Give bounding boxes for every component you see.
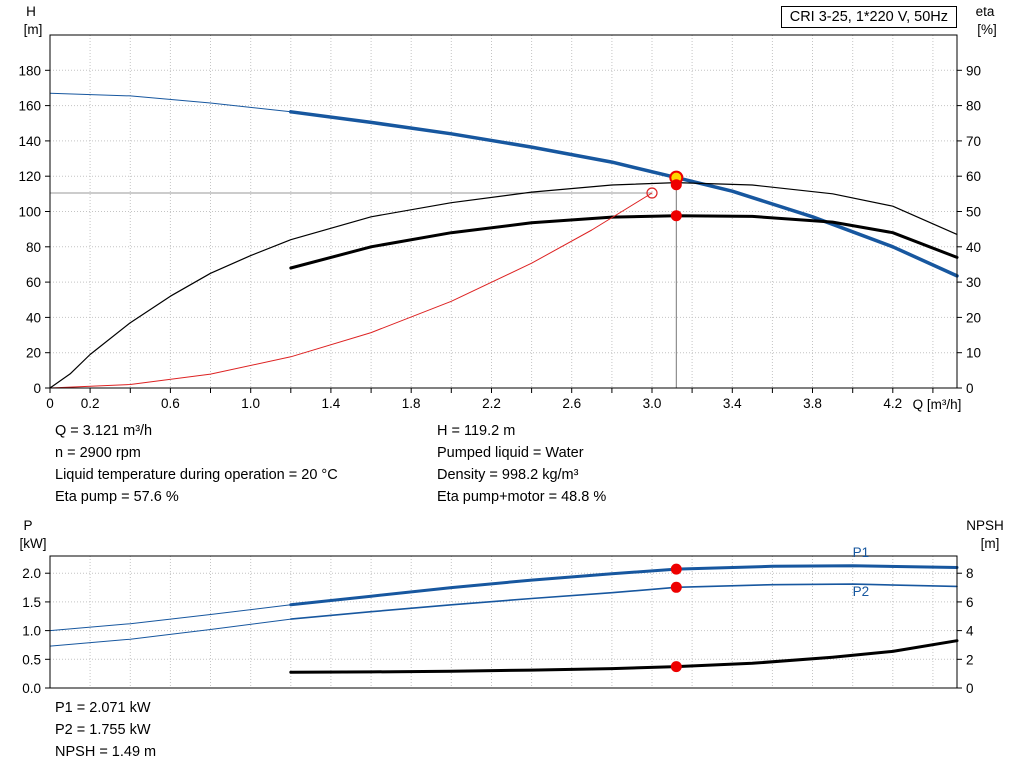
pumped-liquid-value: Pumped liquid = Water <box>437 445 584 461</box>
requested-duty-point <box>646 187 658 199</box>
svg-text:40: 40 <box>26 310 41 325</box>
svg-text:8: 8 <box>966 566 974 581</box>
svg-text:[kW]: [kW] <box>20 536 47 551</box>
p1-curve <box>289 564 959 607</box>
pump-model-title: CRI 3-25, 1*220 V, 50Hz <box>780 6 957 28</box>
head-value: H = 119.2 m <box>437 423 516 439</box>
svg-text:80: 80 <box>26 240 41 255</box>
svg-text:Q [m³/h]: Q [m³/h] <box>913 397 962 412</box>
svg-text:3.4: 3.4 <box>723 396 742 411</box>
svg-text:4.2: 4.2 <box>883 396 902 411</box>
svg-text:P2: P2 <box>853 584 870 599</box>
eta-pump-motor-curve <box>289 214 959 270</box>
svg-text:0: 0 <box>966 381 974 396</box>
svg-text:40: 40 <box>966 240 981 255</box>
svg-text:70: 70 <box>966 134 981 149</box>
svg-text:eta: eta <box>976 4 995 19</box>
svg-text:50: 50 <box>966 205 981 220</box>
system-curve <box>49 192 653 389</box>
svg-text:1.0: 1.0 <box>241 396 260 411</box>
svg-text:H: H <box>26 4 36 19</box>
svg-text:100: 100 <box>18 205 41 220</box>
svg-text:0: 0 <box>33 381 41 396</box>
svg-text:P: P <box>23 518 32 533</box>
svg-text:6: 6 <box>966 595 974 610</box>
svg-text:10: 10 <box>966 346 981 361</box>
svg-text:90: 90 <box>966 63 981 78</box>
power-npsh-data: P1 = 2.071 kW P2 = 1.755 kW NPSH = 1.49 … <box>55 697 156 763</box>
svg-text:160: 160 <box>18 99 41 114</box>
svg-text:0: 0 <box>966 681 974 696</box>
svg-text:140: 140 <box>18 134 41 149</box>
eta-pump-value: Eta pump = 57.6 % <box>55 489 179 505</box>
qh-curve <box>289 110 959 278</box>
svg-text:NPSH: NPSH <box>966 518 1004 533</box>
duty-data-left: Q = 3.121 m³/h n = 2900 rpm Liquid tempe… <box>55 420 338 508</box>
duty-point-p2 <box>670 581 682 593</box>
svg-text:[m]: [m] <box>981 536 1000 551</box>
svg-text:2.6: 2.6 <box>562 396 581 411</box>
p2-curve <box>289 583 958 620</box>
svg-text:3.0: 3.0 <box>643 396 662 411</box>
svg-text:20: 20 <box>966 310 981 325</box>
svg-text:2.2: 2.2 <box>482 396 501 411</box>
speed-value: n = 2900 rpm <box>55 445 141 461</box>
npsh-curve <box>289 639 959 674</box>
svg-text:20: 20 <box>26 346 41 361</box>
svg-text:1.0: 1.0 <box>22 624 41 639</box>
svg-text:60: 60 <box>26 275 41 290</box>
svg-text:P1: P1 <box>853 545 870 560</box>
duty-point-p1 <box>670 563 682 575</box>
density-value: Density = 998.2 kg/m³ <box>437 467 579 483</box>
svg-text:30: 30 <box>966 275 981 290</box>
p1-value: P1 = 2.071 kW <box>55 700 151 716</box>
svg-text:180: 180 <box>18 63 41 78</box>
flow-value: Q = 3.121 m³/h <box>55 423 153 439</box>
svg-text:2.0: 2.0 <box>22 566 41 581</box>
svg-text:120: 120 <box>18 169 41 184</box>
duty-point-npsh <box>670 661 682 673</box>
svg-text:1.4: 1.4 <box>322 396 341 411</box>
p1-curve-thin <box>49 604 292 632</box>
npsh-value: NPSH = 1.49 m <box>55 744 157 760</box>
qh-curve-thin <box>49 92 292 113</box>
svg-text:80: 80 <box>966 99 981 114</box>
svg-text:60: 60 <box>966 169 981 184</box>
duty-point-eta-pump-motor <box>670 210 682 222</box>
svg-text:[%]: [%] <box>977 22 997 37</box>
svg-text:[m]: [m] <box>24 22 43 37</box>
svg-text:1.8: 1.8 <box>402 396 421 411</box>
svg-text:3.8: 3.8 <box>803 396 822 411</box>
eta-pump-motor-value: Eta pump+motor = 48.8 % <box>437 489 607 505</box>
svg-text:0.6: 0.6 <box>161 396 180 411</box>
duty-data-right: H = 119.2 m Pumped liquid = Water Densit… <box>437 420 606 508</box>
svg-text:0.5: 0.5 <box>22 652 41 667</box>
liquid-temperature-value: Liquid temperature during operation = 20… <box>55 467 338 483</box>
duty-point-eta-pump <box>670 179 682 191</box>
svg-text:1.5: 1.5 <box>22 595 41 610</box>
svg-text:0.0: 0.0 <box>22 681 41 696</box>
p2-curve-thin <box>49 618 292 647</box>
svg-text:0.2: 0.2 <box>81 396 100 411</box>
svg-text:0: 0 <box>46 396 54 411</box>
p2-value: P2 = 1.755 kW <box>55 722 151 738</box>
svg-text:2: 2 <box>966 652 974 667</box>
eta-pump-curve <box>49 182 958 389</box>
svg-text:4: 4 <box>966 624 974 639</box>
